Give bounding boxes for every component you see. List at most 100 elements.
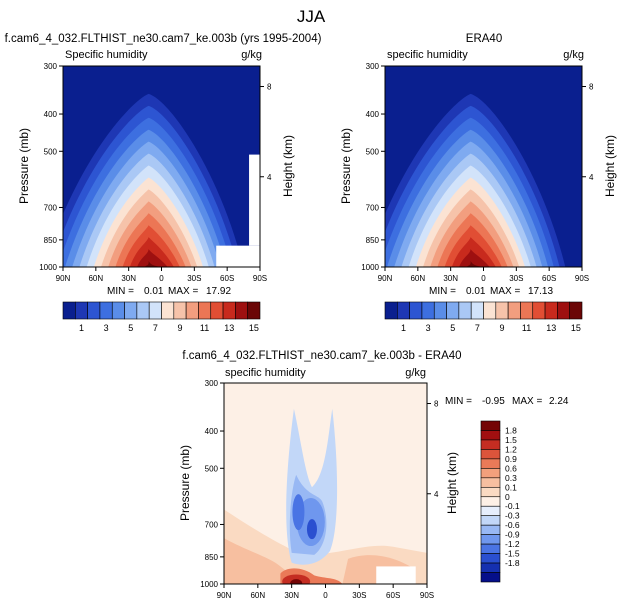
- panel-diff-min-label: MIN =: [445, 396, 472, 407]
- xtick-label: 30S: [187, 274, 201, 283]
- masked-terrain: [216, 245, 260, 267]
- colorbar-swatch: [397, 301, 410, 320]
- colorbar-swatch: [433, 301, 447, 320]
- colorbar-label: -1.2: [505, 539, 520, 549]
- panel-diff-min-value: -0.95: [482, 396, 505, 407]
- colorbar-swatch: [210, 301, 224, 320]
- colorbar-label: 5: [450, 323, 455, 333]
- colorbar-swatch: [480, 468, 501, 479]
- ytick-label: 400: [44, 110, 58, 119]
- ytick-label: 850: [205, 553, 219, 562]
- positive-max: [290, 579, 303, 584]
- ytick-label: 500: [366, 147, 380, 156]
- xtick-label: 30S: [352, 591, 366, 600]
- panel-model-title: f.cam6_4_032.FLTHIST_ne30.cam7_ke.003b (…: [5, 33, 322, 45]
- colorbar-label: 11: [522, 323, 531, 333]
- colorbar-swatch: [480, 553, 501, 564]
- colorbar-swatch: [532, 301, 546, 320]
- xtick-label: 60S: [386, 591, 400, 600]
- panel-model-field: [63, 66, 260, 267]
- panel-diff-height-label: Height (km): [445, 452, 459, 514]
- xtick-label: 30N: [284, 591, 299, 600]
- xtick-label: 60N: [88, 274, 103, 283]
- colorbar-label: 0.1: [505, 482, 517, 492]
- ytick-label: 400: [366, 110, 380, 119]
- colorbar-swatch: [480, 486, 501, 498]
- colorbar-label: 1: [79, 323, 84, 333]
- colorbar-label: 1.2: [505, 444, 517, 454]
- colorbar-label: 1: [401, 323, 406, 333]
- colorbar-swatch: [124, 301, 138, 320]
- colorbar-swatch: [235, 301, 248, 320]
- ytick-label: 1000: [39, 263, 57, 272]
- xtick-label: 30N: [121, 274, 136, 283]
- colorbar-label: 3: [426, 323, 431, 333]
- colorbar-swatch: [136, 301, 150, 320]
- panel-diff-max-label: MAX =: [512, 396, 542, 407]
- colorbar-label: -0.6: [505, 520, 520, 530]
- colorbar-label: -1.5: [505, 549, 520, 559]
- panel-model-min-value: 0.01: [144, 286, 164, 297]
- colorbar-swatch: [384, 301, 398, 320]
- colorbar-label: 15: [571, 323, 581, 333]
- colorbar-swatch: [544, 301, 558, 320]
- masked-antarctic: [249, 154, 260, 246]
- xtick-label: 0: [323, 591, 328, 600]
- xtick-label: 90N: [378, 274, 393, 283]
- page-title: JJA: [297, 7, 326, 26]
- xtick-label: 0: [159, 274, 164, 283]
- colorbar-swatch: [480, 496, 501, 507]
- height-tick-label: 8: [589, 83, 594, 92]
- height-tick-label: 8: [267, 83, 272, 92]
- colorbar-swatch: [480, 430, 501, 441]
- panel-obs-ylabel: Pressure (mb): [339, 128, 353, 204]
- colorbar-swatch: [446, 301, 460, 320]
- xtick-label: 60N: [410, 274, 425, 283]
- xtick-label: 30N: [443, 274, 458, 283]
- ytick-label: 700: [205, 520, 219, 529]
- panel-obs-left-label: specific humidity: [387, 49, 468, 61]
- ytick-label: 850: [44, 236, 58, 245]
- xtick-label: 90N: [217, 591, 232, 600]
- xtick-label: 90S: [420, 591, 434, 600]
- contour-level-15: [137, 249, 168, 267]
- colorbar-swatch: [148, 301, 162, 320]
- panel-diff: f.cam6_4_032.FLTHIST_ne30.cam7_ke.003b -…: [178, 350, 569, 600]
- ytick-label: 400: [205, 427, 219, 436]
- masked-terrain: [376, 566, 416, 584]
- colorbar-swatch: [173, 301, 187, 320]
- panel-obs-field: [385, 66, 582, 267]
- negative-core: [306, 519, 317, 540]
- colorbar-swatch: [480, 572, 501, 583]
- xtick-label: 90N: [56, 274, 71, 283]
- panel-diff-field: [224, 383, 427, 584]
- colorbar-swatch: [458, 301, 472, 320]
- xtick-label: 60S: [542, 274, 556, 283]
- ytick-label: 300: [205, 379, 219, 388]
- colorbar-swatch: [111, 301, 125, 320]
- colorbar-swatch: [87, 301, 101, 320]
- colorbar-label: 9: [177, 323, 182, 333]
- ytick-label: 700: [366, 203, 380, 212]
- colorbar-label: 11: [200, 323, 209, 333]
- panel-obs-units: g/kg: [563, 49, 584, 61]
- colorbar-swatch: [480, 562, 501, 573]
- ytick-label: 1000: [361, 263, 379, 272]
- xtick-label: 90S: [575, 274, 589, 283]
- panel-model-height-label: Height (km): [281, 135, 295, 197]
- colorbar-swatch: [480, 420, 501, 431]
- panel-diff-ylabel: Pressure (mb): [178, 445, 192, 521]
- colorbar-swatch: [480, 543, 501, 554]
- panel-model-max-label: MAX =: [168, 286, 198, 297]
- ytick-label: 700: [44, 203, 58, 212]
- contour-level-14: [129, 237, 174, 267]
- colorbar-swatch: [470, 301, 484, 320]
- colorbar-label: -0.3: [505, 511, 520, 521]
- panel-obs-title: ERA40: [466, 33, 502, 45]
- colorbar-swatch: [99, 301, 113, 320]
- panel-obs-max-label: MAX =: [490, 286, 520, 297]
- colorbar-swatch: [520, 301, 534, 320]
- colorbar-label: 3: [104, 323, 109, 333]
- contour-level-16: [144, 261, 160, 267]
